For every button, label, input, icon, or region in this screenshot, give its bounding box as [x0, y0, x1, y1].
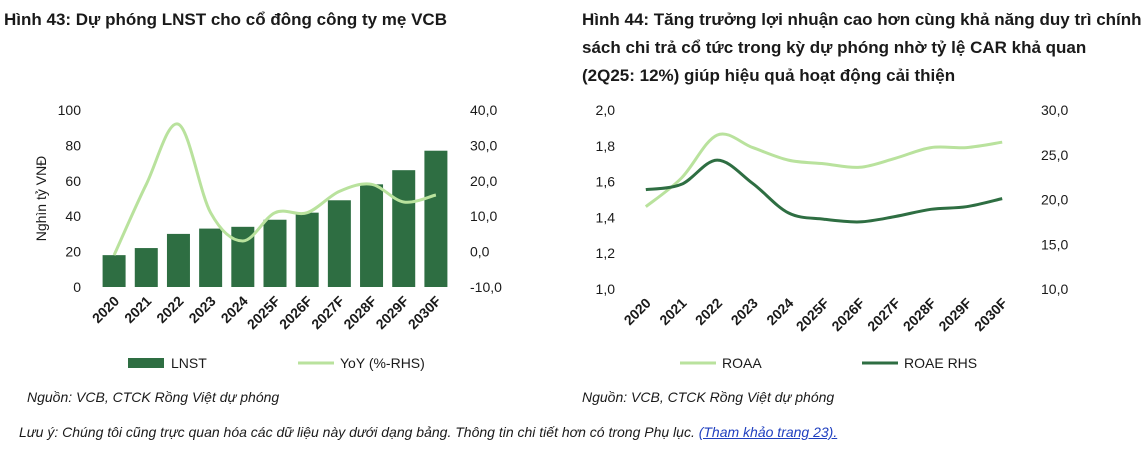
legend-swatch-lnst [128, 358, 164, 368]
y-tick-label: 60 [65, 173, 81, 189]
y-tick-label: 1,2 [596, 245, 616, 261]
source-note-right: Nguồn: VCB, CTCK Rồng Việt dự phóng [582, 389, 835, 405]
x-tick-label: 2027F [864, 294, 904, 334]
footnote: Lưu ý: Chúng tôi cũng trực quan hóa các … [19, 424, 837, 440]
bar-lnst [102, 255, 126, 287]
y-tick-label: 40 [65, 208, 81, 224]
bar-lnst [231, 226, 255, 287]
bar-lnst [327, 200, 351, 287]
y-tick-label: 100 [58, 102, 82, 118]
bar-lnst [166, 233, 190, 287]
y2-tick-label: 0,0 [470, 244, 490, 260]
chart-title-lnst: Hình 43: Dự phóng LNST cho cổ đông công … [4, 10, 447, 29]
reference-link[interactable]: (Tham khảo trang 23). [698, 424, 838, 440]
y2-tick-label: 20,0 [1041, 192, 1068, 208]
y2-tick-label: 30,0 [1041, 102, 1068, 118]
y-tick-label: 1,4 [596, 209, 616, 225]
bar-lnst [263, 219, 287, 287]
line-yoy [112, 122, 437, 256]
x-tick-label: 2020 [621, 295, 654, 328]
y-tick-label: 0 [73, 279, 81, 295]
legend-label-lnst: LNST [171, 355, 207, 371]
y-tick-label: 1,8 [596, 138, 616, 154]
x-tick-label: 2021 [656, 295, 689, 328]
y2-tick-label: 40,0 [470, 102, 497, 118]
bar-lnst [134, 248, 158, 287]
line-roae [645, 158, 1003, 224]
y2-tick-label: 25,0 [1041, 147, 1068, 163]
y-tick-label: 1,0 [596, 281, 616, 297]
bar-lnst [199, 228, 223, 287]
y-axis-label: Nghìn tỷ VNĐ [33, 156, 49, 242]
y-tick-label: 1,6 [596, 174, 616, 190]
y-tick-label: 2,0 [596, 102, 616, 118]
roaa-roae-chart: 1,0 1,2 1,4 1,6 1,8 2,0 10,0 15,0 20,0 25,0 30,0 20… [596, 102, 1069, 371]
source-note-left: Nguồn: VCB, CTCK Rồng Việt dự phóng [27, 389, 280, 405]
x-tick-label: 2023 [728, 295, 761, 328]
x-tick-label: 2029F [935, 294, 975, 334]
y2-tick-label: 20,0 [470, 173, 497, 189]
x-tick-label: 2028F [900, 294, 940, 334]
y-tick-label: 80 [65, 137, 81, 153]
bar-lnst [295, 212, 319, 287]
lnst-yoy-chart: 0 20 40 60 80 100 -10,0 0,0 10,0 20,0 30,0 40,0 Nghì… [33, 102, 502, 371]
chart-title-roaa-roae: Hình 44: Tăng trưởng lợi nhuận cao hơn c… [582, 10, 1142, 85]
x-tick-label: 2030F [971, 294, 1011, 334]
y2-tick-label: 10,0 [470, 208, 497, 224]
y2-tick-label: 30,0 [470, 137, 497, 153]
footnote-text: Lưu ý: Chúng tôi cũng trực quan hóa các … [19, 424, 699, 440]
line-roaa [644, 132, 1003, 208]
x-tick-label: 2022 [692, 295, 725, 328]
legend-label-roaa: ROAA [722, 355, 762, 371]
y2-tick-label: 10,0 [1041, 281, 1068, 297]
bar-lnst [360, 184, 384, 287]
x-tick-label: 2026F [828, 294, 868, 334]
bar-lnst [424, 150, 448, 287]
y-tick-label: 20 [65, 244, 81, 260]
x-tick-label: 2025F [793, 294, 833, 334]
legend-label-yoy: YoY (%-RHS) [340, 355, 425, 371]
y2-tick-label: -10,0 [470, 279, 502, 295]
legend-label-roae: ROAE RHS [904, 355, 977, 371]
y2-tick-label: 15,0 [1041, 236, 1068, 252]
